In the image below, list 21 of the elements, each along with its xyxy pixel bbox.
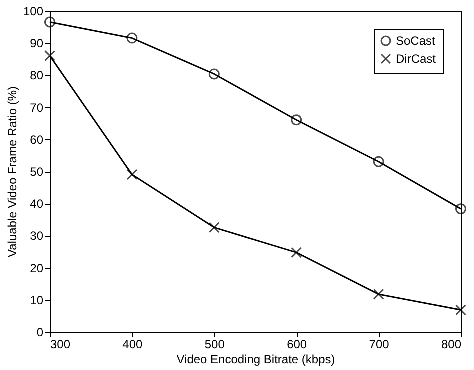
y-tick-label: 60 [30, 132, 44, 147]
y-tick-label: 50 [30, 165, 44, 179]
x-tick-label: 700 [369, 338, 390, 352]
y-tick-label: 70 [30, 100, 44, 115]
y-axis-title: Valuable Video Frame Ratio (%) [5, 86, 20, 258]
y-tick-label: 10 [30, 293, 44, 308]
x-tick-label: 400 [122, 338, 144, 352]
y-tick-label: 0 [36, 326, 44, 340]
x-tick-label: 300 [50, 338, 71, 352]
y-tick-label: 90 [30, 36, 44, 51]
y-tick-label: 100 [23, 4, 44, 18]
y-tick-label: 80 [30, 68, 44, 83]
y-tick-label: 40 [30, 197, 44, 212]
x-tick-label: 600 [287, 338, 308, 352]
legend-label: SoCast [396, 34, 436, 48]
x-tick-label: 800 [441, 338, 462, 352]
x-axis-title: Video Encoding Bitrate (kbps) [176, 352, 336, 366]
y-tick-label: 30 [30, 229, 44, 244]
y-tick-label: 20 [30, 261, 44, 276]
legend-label: DirCast [396, 52, 437, 66]
x-tick-label: 500 [204, 338, 226, 352]
